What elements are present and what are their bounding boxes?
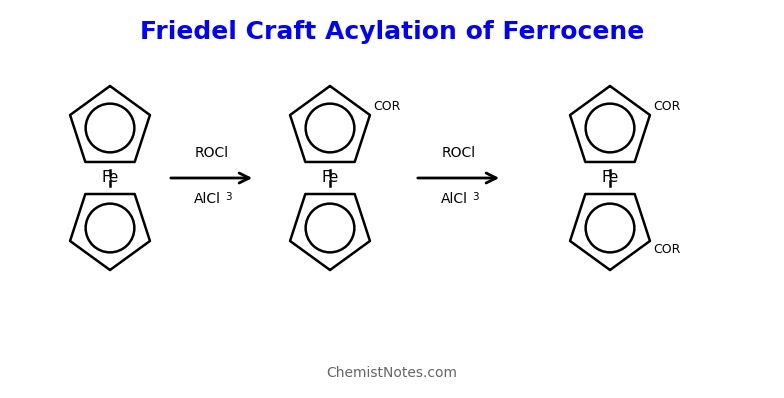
Text: 3: 3: [473, 192, 479, 202]
Text: ROCl: ROCl: [441, 146, 476, 160]
Text: ChemistNotes.com: ChemistNotes.com: [326, 366, 458, 380]
Text: Fe: Fe: [601, 170, 619, 185]
Text: Fe: Fe: [101, 170, 118, 185]
Text: 3: 3: [226, 192, 232, 202]
Text: COR: COR: [653, 243, 681, 256]
Text: COR: COR: [653, 100, 681, 113]
Text: ROCl: ROCl: [194, 146, 229, 160]
Text: AlCl: AlCl: [441, 192, 468, 206]
Text: AlCl: AlCl: [194, 192, 221, 206]
Text: COR: COR: [373, 100, 401, 113]
Text: Fe: Fe: [321, 170, 339, 185]
Text: Friedel Craft Acylation of Ferrocene: Friedel Craft Acylation of Ferrocene: [140, 20, 644, 44]
